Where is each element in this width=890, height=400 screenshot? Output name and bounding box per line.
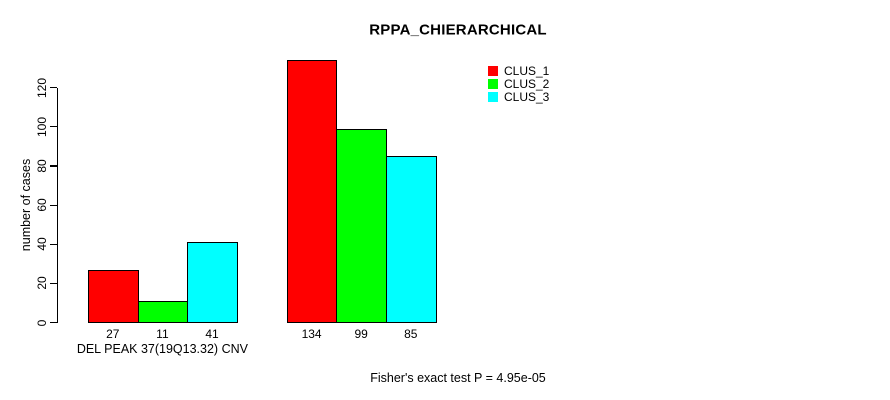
legend-label: CLUS_1 [504, 63, 550, 78]
y-axis-tick [50, 243, 57, 245]
fisher-test-annotation: Fisher's exact test P = 4.95e-05 [370, 371, 546, 385]
bar-value-label: 99 [354, 326, 368, 341]
y-axis-tick-label: 0 [35, 319, 49, 326]
y-axis-tick-label: 60 [35, 198, 49, 212]
y-axis-tick-label: 80 [35, 159, 49, 173]
legend-swatch-clus_1 [488, 65, 498, 76]
legend-label: CLUS_3 [504, 89, 550, 104]
y-axis-tick [50, 87, 57, 89]
bar-group1-clus_2 [137, 300, 189, 324]
y-axis-tick-label: 100 [35, 116, 49, 137]
bar-value-label: 11 [156, 326, 169, 341]
y-axis-tick [50, 282, 57, 285]
bar-group1-clus_3 [187, 242, 238, 324]
bar-value-label: 134 [301, 326, 322, 341]
y-axis-line [57, 87, 59, 324]
y-axis-tick [50, 322, 57, 324]
bar-group2-clus_1 [286, 60, 338, 324]
x-axis-group-label: DEL PEAK 37(19Q13.32) CNV [76, 341, 248, 356]
bar-group2-clus_2 [336, 128, 387, 324]
chart-title: RPPA_CHIERARCHICAL [369, 21, 547, 39]
bar-value-label: 27 [106, 326, 120, 341]
bar-group1-clus_1 [88, 269, 139, 324]
y-axis-tick-label: 40 [35, 237, 49, 251]
legend-item-clus_1: CLUS_1 [488, 63, 550, 78]
legend-item-clus_2: CLUS_2 [488, 76, 550, 91]
y-axis-tick [50, 204, 57, 206]
y-axis-tick [50, 165, 57, 167]
legend-label: CLUS_2 [504, 76, 550, 91]
legend: CLUS_1 CLUS_2 CLUS_3 [488, 63, 550, 104]
legend-swatch-clus_2 [488, 78, 498, 89]
y-axis-tick-label: 120 [35, 77, 49, 98]
y-axis-tick [50, 126, 57, 128]
legend-swatch-clus_3 [488, 91, 498, 102]
y-axis-tick-label: 20 [35, 276, 49, 291]
bar-value-label: 85 [404, 326, 418, 341]
legend-item-clus_3: CLUS_3 [488, 89, 550, 104]
bar-group2-clus_3 [386, 156, 437, 324]
bar-value-label: 41 [205, 326, 219, 341]
